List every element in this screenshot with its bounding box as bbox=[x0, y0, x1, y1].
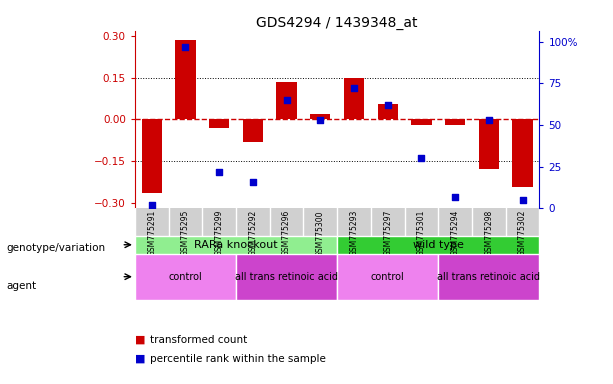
Text: transformed count: transformed count bbox=[150, 335, 248, 345]
Bar bbox=[142, 119, 162, 193]
Text: GSM775291: GSM775291 bbox=[147, 210, 156, 256]
Bar bbox=[378, 104, 398, 119]
Bar bbox=[344, 78, 364, 119]
Bar bbox=[276, 82, 297, 119]
Text: percentile rank within the sample: percentile rank within the sample bbox=[150, 354, 326, 364]
Point bbox=[417, 155, 427, 161]
Point bbox=[282, 97, 292, 103]
Point bbox=[383, 102, 393, 108]
Text: ■: ■ bbox=[135, 354, 149, 364]
Text: GSM775298: GSM775298 bbox=[484, 210, 493, 256]
FancyBboxPatch shape bbox=[135, 254, 236, 300]
Text: wild type: wild type bbox=[413, 240, 463, 250]
Bar bbox=[479, 119, 499, 169]
Text: all trans retinoic acid: all trans retinoic acid bbox=[235, 272, 338, 282]
Title: GDS4294 / 1439348_at: GDS4294 / 1439348_at bbox=[256, 16, 418, 30]
Point bbox=[349, 85, 359, 91]
Text: GSM775292: GSM775292 bbox=[248, 210, 257, 256]
Text: GSM775299: GSM775299 bbox=[215, 210, 224, 257]
Text: GSM775297: GSM775297 bbox=[383, 210, 392, 257]
FancyBboxPatch shape bbox=[337, 236, 539, 254]
Text: GSM775294: GSM775294 bbox=[451, 210, 460, 257]
Text: agent: agent bbox=[6, 281, 36, 291]
Text: GSM775296: GSM775296 bbox=[282, 210, 291, 257]
Text: ■: ■ bbox=[135, 335, 149, 345]
Point bbox=[248, 179, 258, 185]
FancyBboxPatch shape bbox=[236, 254, 337, 300]
Point bbox=[517, 197, 527, 203]
Bar bbox=[175, 40, 196, 119]
Point bbox=[316, 117, 326, 123]
Bar bbox=[310, 114, 330, 119]
FancyBboxPatch shape bbox=[135, 208, 539, 236]
Point bbox=[181, 44, 191, 50]
Text: GSM775300: GSM775300 bbox=[316, 210, 325, 257]
Text: RARa knockout: RARa knockout bbox=[194, 240, 278, 250]
Text: GSM775302: GSM775302 bbox=[518, 210, 527, 257]
Text: control: control bbox=[169, 272, 202, 282]
Text: GSM775293: GSM775293 bbox=[349, 210, 359, 257]
FancyBboxPatch shape bbox=[135, 236, 337, 254]
Bar bbox=[512, 119, 533, 187]
Text: control: control bbox=[371, 272, 405, 282]
FancyBboxPatch shape bbox=[337, 254, 438, 300]
Text: genotype/variation: genotype/variation bbox=[6, 243, 105, 253]
Text: GSM775295: GSM775295 bbox=[181, 210, 190, 257]
Bar bbox=[243, 119, 263, 142]
FancyBboxPatch shape bbox=[438, 254, 539, 300]
Point bbox=[451, 194, 460, 200]
Text: GSM775301: GSM775301 bbox=[417, 210, 426, 257]
Text: all trans retinoic acid: all trans retinoic acid bbox=[437, 272, 541, 282]
Point bbox=[215, 169, 224, 175]
Bar bbox=[209, 119, 229, 128]
Point bbox=[147, 202, 157, 208]
Point bbox=[484, 117, 494, 123]
Bar bbox=[445, 119, 465, 125]
Bar bbox=[411, 119, 432, 125]
